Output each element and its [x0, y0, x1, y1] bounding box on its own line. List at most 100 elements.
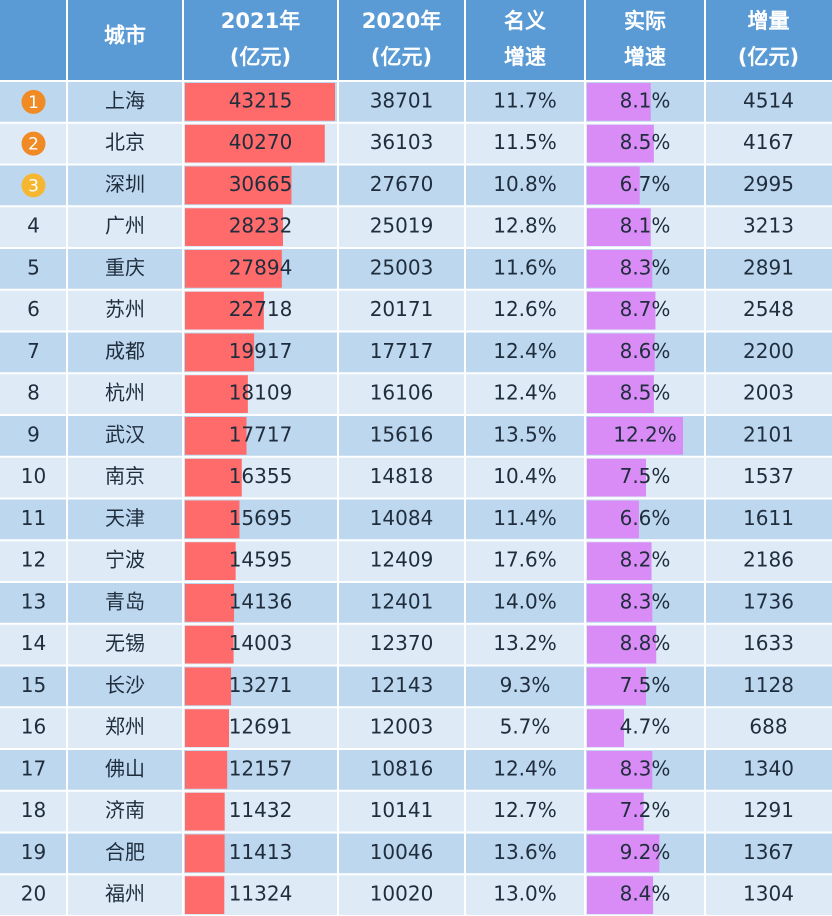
nominal-growth: 12.4%	[493, 381, 557, 405]
header-cell: 名义	[504, 9, 546, 33]
growth-bar	[587, 625, 657, 664]
gdp-2020: 12401	[370, 589, 434, 613]
gdp-2021: 16355	[229, 464, 293, 488]
gdp-2020: 10141	[370, 798, 434, 822]
row-bg	[0, 373, 832, 415]
rank: 3	[28, 176, 39, 196]
gdp-2020: 10816	[370, 756, 434, 780]
header-cell: 增速	[504, 45, 546, 69]
real-growth: 8.5%	[620, 381, 671, 405]
nominal-growth: 10.8%	[493, 172, 557, 196]
growth-bar	[587, 83, 651, 121]
increase: 1537	[743, 464, 794, 488]
row-bg	[0, 832, 832, 875]
gdp-2020: 36103	[370, 130, 434, 154]
nominal-growth: 12.4%	[493, 339, 557, 363]
gdp-bar	[185, 417, 247, 455]
gdp-2021: 30665	[229, 172, 293, 196]
increase: 1128	[743, 673, 794, 697]
growth-bar	[587, 876, 654, 914]
gdp-2021: 14003	[229, 631, 293, 655]
header-cell: 2021年	[221, 9, 300, 33]
header-cell: 实际	[624, 9, 666, 33]
nominal-growth: 11.7%	[493, 88, 557, 112]
city: 无锡	[105, 631, 145, 655]
gdp-bar	[185, 584, 235, 622]
growth-bar	[587, 834, 660, 873]
rank: 2	[28, 135, 39, 155]
real-growth: 4.7%	[620, 715, 671, 739]
increase: 1367	[743, 840, 794, 864]
growth-bar	[587, 792, 644, 831]
growth-bar	[587, 709, 624, 747]
city: 广州	[105, 214, 145, 238]
increase: 1304	[743, 882, 794, 906]
real-growth: 8.8%	[620, 631, 671, 655]
city: 南京	[105, 464, 145, 488]
city: 青岛	[105, 589, 145, 613]
city: 杭州	[105, 381, 145, 405]
city: 宁波	[105, 548, 145, 572]
rank: 19	[21, 840, 46, 864]
rank: 12	[21, 548, 46, 572]
row-bg	[0, 665, 832, 708]
gdp-2021: 11432	[229, 798, 293, 822]
real-growth: 8.7%	[620, 297, 671, 321]
gdp-bar	[185, 250, 282, 288]
growth-bar	[587, 542, 652, 580]
growth-bar	[587, 124, 654, 163]
gdp-2021: 19917	[229, 339, 293, 363]
gdp-2021: 15695	[229, 506, 293, 530]
nominal-growth: 12.7%	[493, 798, 557, 822]
gdp-2020: 14084	[370, 506, 434, 530]
city: 长沙	[105, 673, 145, 697]
gdp-2020: 10046	[370, 840, 434, 864]
increase: 2548	[743, 297, 794, 321]
nominal-growth: 13.5%	[493, 422, 557, 446]
nominal-growth: 12.8%	[493, 214, 557, 238]
real-growth: 8.5%	[620, 130, 671, 154]
row-bg	[0, 582, 832, 624]
real-growth: 8.3%	[620, 589, 671, 613]
row-bg	[0, 122, 832, 165]
gdp-bar	[185, 83, 335, 121]
city: 武汉	[105, 422, 145, 446]
real-growth: 7.2%	[620, 798, 671, 822]
growth-bar	[587, 333, 655, 372]
gdp-2021: 27894	[229, 255, 293, 279]
gdp-2020: 12003	[370, 715, 434, 739]
increase: 4167	[743, 130, 794, 154]
real-growth: 8.4%	[620, 882, 671, 906]
gdp-bar	[185, 542, 236, 580]
gdp-bar	[185, 876, 225, 914]
growth-bar	[587, 166, 640, 205]
nominal-growth: 11.4%	[493, 506, 557, 530]
nominal-growth: 13.6%	[493, 840, 557, 864]
rank: 6	[27, 297, 40, 321]
gdp-bar	[185, 166, 292, 205]
increase: 1633	[743, 631, 794, 655]
growth-bar	[587, 584, 653, 622]
growth-bar	[587, 667, 647, 706]
gdp-2021: 17717	[229, 422, 293, 446]
gdp-bar	[185, 458, 242, 497]
gdp-bar	[185, 834, 225, 873]
real-growth: 9.2%	[620, 840, 671, 864]
rank: 15	[21, 673, 46, 697]
rank: 14	[21, 631, 46, 655]
row-bg	[0, 790, 832, 833]
rank: 18	[21, 798, 46, 822]
header-bg	[0, 0, 832, 81]
row-bg	[0, 331, 832, 374]
growth-bar	[587, 458, 647, 497]
increase: 2003	[743, 381, 794, 405]
real-growth: 8.1%	[620, 88, 671, 112]
increase: 688	[749, 715, 787, 739]
increase: 1611	[743, 506, 794, 530]
header-cell: 城市	[104, 24, 146, 48]
gdp-bar	[185, 667, 232, 706]
nominal-growth: 12.6%	[493, 297, 557, 321]
city: 重庆	[105, 255, 145, 279]
gdp-2020: 14818	[370, 464, 434, 488]
